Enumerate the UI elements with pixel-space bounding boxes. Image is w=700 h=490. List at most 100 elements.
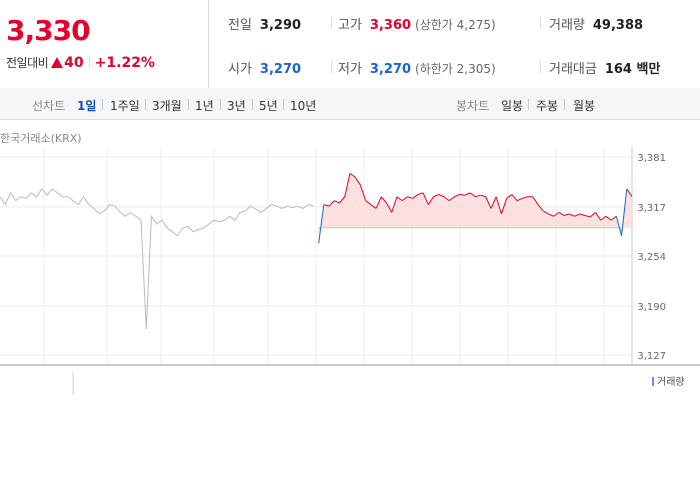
divider: [220, 99, 221, 110]
divider: [252, 99, 253, 110]
previous-day-line: [0, 188, 314, 330]
price-line-segment: [433, 193, 439, 198]
price-line-segment: [349, 172, 356, 178]
tab-3-years[interactable]: 3년: [227, 99, 246, 113]
turnover-label: 거래대금: [549, 62, 597, 77]
price-line-segment: [563, 213, 570, 216]
price-line-segment: [427, 196, 434, 205]
price-line-segment: [459, 193, 465, 196]
divider: [331, 17, 332, 29]
price-line-segment: [500, 198, 508, 215]
price-line-segment: [401, 196, 408, 202]
price-line-segment: [490, 196, 497, 209]
price-line-segment: [506, 194, 513, 199]
current-price: 3,330: [6, 14, 91, 47]
price-line-segment: [412, 194, 419, 199]
price-line-segment: [339, 196, 346, 204]
tab-monthly-candle[interactable]: 월봉: [573, 99, 596, 113]
change-line: 전일대비 40 +1.22%: [6, 54, 155, 71]
open-label: 시가: [228, 62, 252, 77]
volume: 거래량 49,388: [549, 14, 643, 33]
chart-source: 한국거래소(KRX): [0, 132, 82, 145]
price-line-segment: [495, 196, 502, 215]
quote-panel: 3,330 전일대비 40 +1.22% 전일 3,290 고가 3,360 (상한가 4…: [0, 0, 700, 89]
price-line-segment: [569, 213, 575, 217]
price-line-segment: [469, 192, 476, 198]
low-label: 저가: [338, 62, 362, 77]
line-chart-label: 선차트: [32, 99, 66, 113]
price-line-segment: [323, 204, 330, 207]
price-line-segment: [454, 193, 460, 198]
price-line-segment: [354, 176, 361, 186]
price-line-segment: [558, 211, 565, 216]
low-value: 3,270: [369, 62, 412, 77]
change-percent: +1.22%: [94, 55, 155, 71]
upper-limit: (상한가 4,275): [415, 18, 496, 32]
price-line-segment: [553, 211, 560, 217]
y-tick-label: 3,254: [637, 252, 666, 263]
price-line-segment: [537, 204, 544, 212]
tab-weekly-candle[interactable]: 주봉: [536, 99, 559, 113]
day-low: 저가 3,270 (하한가 2,305): [338, 58, 496, 77]
price-line-segment: [626, 188, 633, 198]
price-line-segment: [359, 184, 367, 201]
price-line-segment: [475, 194, 481, 198]
divider: [188, 99, 189, 110]
tab-1-year[interactable]: 1년: [195, 99, 214, 113]
tab-1-day[interactable]: 1일: [77, 99, 97, 113]
volume-label: 거래량: [549, 18, 585, 33]
prev-close: 전일 3,290: [228, 14, 301, 33]
tab-daily-candle[interactable]: 일봉: [501, 99, 524, 113]
price-line-segment: [615, 216, 623, 236]
tab-10-years[interactable]: 10년: [290, 99, 317, 113]
price-line-segment: [600, 215, 607, 221]
price-line-segment: [542, 210, 549, 215]
prev-close-label: 전일: [228, 18, 252, 33]
divider: [283, 99, 284, 110]
y-tick-label: 3,317: [637, 203, 666, 214]
day-high: 고가 3,360 (상한가 4,275): [338, 14, 496, 33]
y-tick-label: 3,190: [637, 302, 666, 313]
price-line-segment: [485, 196, 492, 209]
price-line-segment: [443, 196, 450, 202]
divider: [564, 99, 565, 110]
turnover-value: 164 백만: [604, 62, 661, 77]
open: 시가 3,270: [228, 58, 301, 77]
price-line-segment: [610, 215, 617, 221]
up-triangle-icon: [51, 57, 64, 68]
y-tick-label: 3,381: [637, 153, 666, 164]
lower-limit: (하한가 2,305): [415, 62, 496, 76]
price-line-segment: [595, 212, 602, 221]
price-line-segment: [621, 188, 628, 236]
turnover: 거래대금 164 백만: [549, 58, 660, 77]
price-line-segment: [386, 202, 393, 213]
change-amount: 40: [64, 55, 84, 71]
high-label: 고가: [338, 18, 362, 33]
price-line-segment: [584, 214, 591, 218]
volume-value: 49,388: [592, 18, 644, 33]
price-line-segment: [380, 196, 387, 204]
price-line-segment: [448, 196, 455, 202]
tab-3-months[interactable]: 3개월: [152, 99, 182, 113]
volume-legend: 거래량: [652, 373, 685, 388]
open-value: 3,270: [259, 62, 302, 77]
divider: [540, 61, 541, 73]
price-line-segment: [438, 193, 445, 198]
prev-close-value: 3,290: [259, 18, 302, 33]
price-line-segment: [522, 196, 528, 199]
volume-legend-label: 거래량: [657, 377, 685, 388]
divider: [102, 99, 103, 110]
price-box: 3,330 전일대비 40 +1.22%: [0, 0, 209, 88]
tab-1-week[interactable]: 1주일: [110, 99, 140, 113]
divider: [528, 99, 529, 110]
price-line-segment: [396, 196, 403, 202]
price-line-segment: [370, 204, 377, 209]
divider: [145, 99, 146, 110]
tab-5-years[interactable]: 5년: [259, 99, 278, 113]
price-line-segment: [407, 196, 413, 199]
price-line-segment: [365, 200, 372, 205]
y-tick-label: 3,127: [637, 351, 666, 362]
price-line-segment: [318, 204, 325, 244]
divider: [540, 17, 541, 29]
